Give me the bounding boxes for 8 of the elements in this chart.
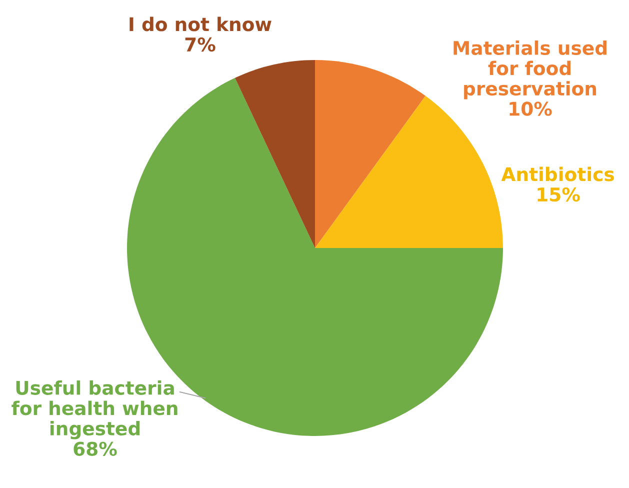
data-label: 7% [185, 37, 216, 52]
slice-label: Materials used for food preservation [454, 40, 606, 100]
data-label: 68% [74, 442, 117, 456]
slice-label: Useful bacteria for health when ingested [12, 380, 178, 440]
data-label: 10% [510, 102, 552, 116]
data-label: 15% [538, 187, 580, 202]
slice-label: Antibiotics [501, 166, 614, 182]
slice-label: I do not know [130, 16, 272, 32]
